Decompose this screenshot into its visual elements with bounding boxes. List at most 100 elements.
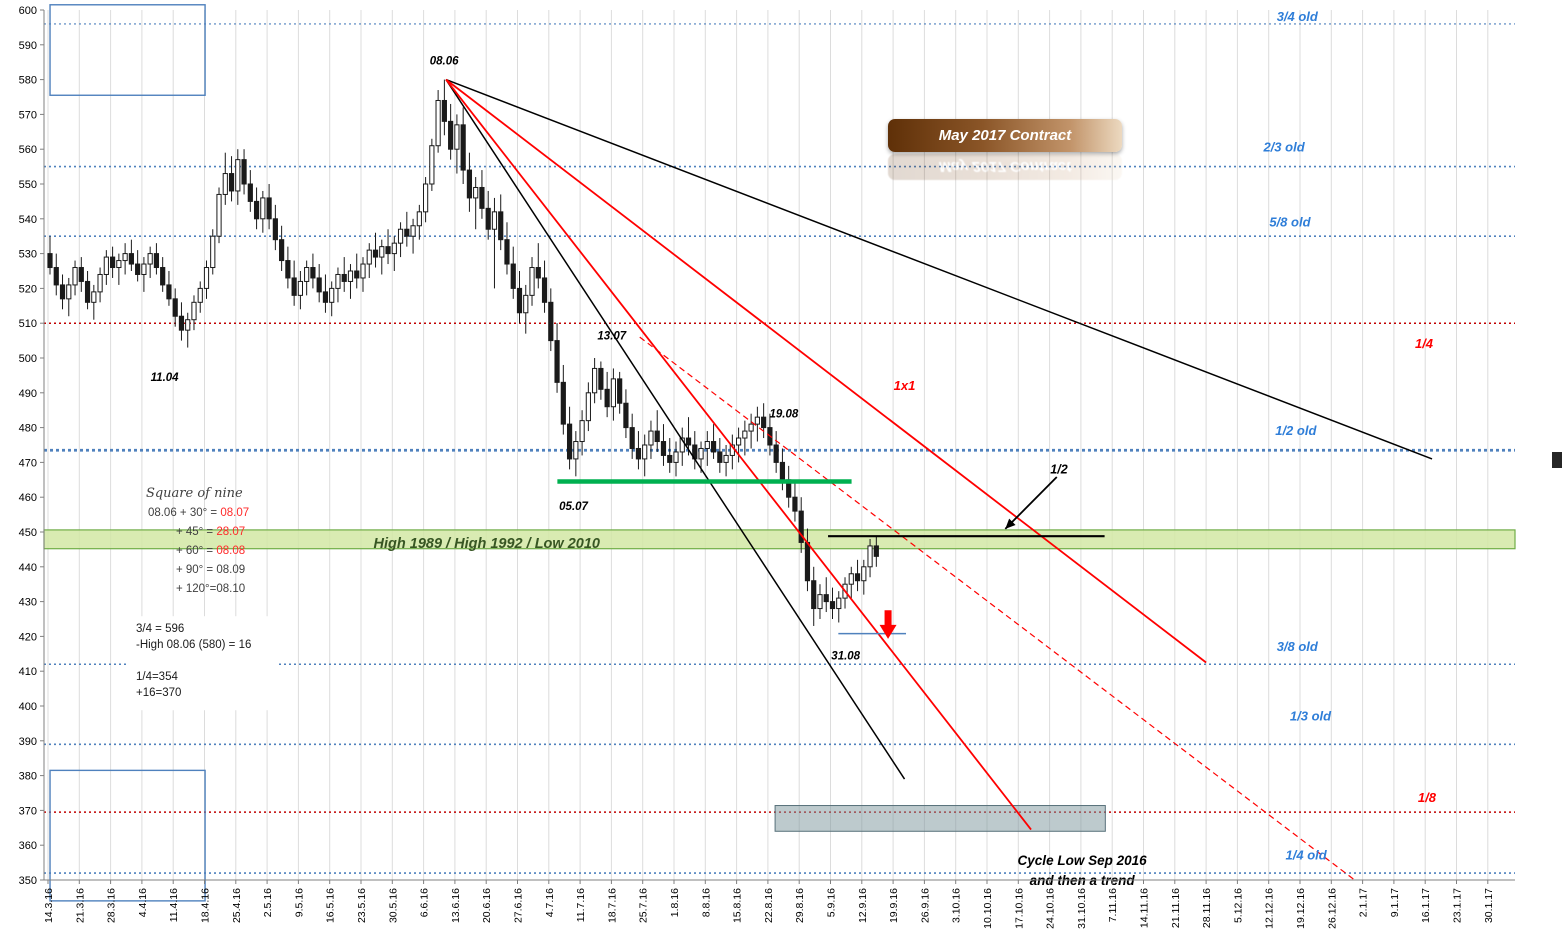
candle-body <box>416 211 422 227</box>
y-tick-label: 440 <box>19 562 37 574</box>
candle-body <box>448 120 454 150</box>
x-tick-label: 11.4.16 <box>168 888 180 922</box>
x-tick-label: 25.4.16 <box>231 888 243 923</box>
candle-body <box>485 207 491 230</box>
candle-body <box>84 280 91 303</box>
x-tick-label: 24.10.16 <box>1045 888 1057 929</box>
candle-body <box>235 159 241 192</box>
candle-body <box>241 159 247 185</box>
candle-body <box>460 124 466 171</box>
x-tick-label: 16.5.16 <box>325 888 337 923</box>
candle-body <box>454 124 460 150</box>
candle-body <box>804 541 811 582</box>
x-tick-label: 21.3.16 <box>74 888 86 923</box>
candle-body <box>172 298 178 317</box>
candle-body <box>817 594 823 610</box>
x-tick-label: 13.6.16 <box>450 888 462 923</box>
candle-body <box>153 253 160 269</box>
hline-label-1-4: 1/4 <box>1415 336 1434 351</box>
candle-body <box>516 287 523 314</box>
y-tick-label: 500 <box>19 353 37 365</box>
candle-body <box>660 441 667 456</box>
red-down-arrow <box>879 610 897 639</box>
x-tick-label: 12.9.16 <box>857 888 869 923</box>
key-level-band <box>43 529 1516 550</box>
candle-body <box>548 301 554 342</box>
half-annotation-arrow <box>1004 476 1058 530</box>
candle-body <box>829 601 836 610</box>
square-of-nine-line: + 45° = 28.07 <box>176 526 245 538</box>
candle-body <box>97 273 103 293</box>
candle-body <box>779 461 786 481</box>
candle-body <box>147 253 153 265</box>
x-tick-label: 19.12.16 <box>1295 888 1307 929</box>
x-tick-label: 2.1.17 <box>1358 888 1370 917</box>
candle-body <box>166 284 172 300</box>
candle-body <box>410 225 416 237</box>
candle-body <box>329 287 335 303</box>
calc-box <box>127 616 276 711</box>
hline-label-1-4-old: 1/4 old <box>1286 848 1328 863</box>
candle-body <box>604 388 610 408</box>
x-tick-label: 29.8.16 <box>794 888 806 923</box>
candle-body <box>854 573 861 582</box>
label-13-07: 13.07 <box>597 330 626 342</box>
candle-body <box>573 441 579 460</box>
fan-black-steep <box>445 79 906 780</box>
x-tick-label: 27.6.16 <box>513 888 525 923</box>
candle-body <box>322 291 329 303</box>
x-tick-label: 20.6.16 <box>481 888 493 923</box>
y-tick-label: 350 <box>19 875 37 887</box>
y-tick-label: 430 <box>19 597 37 609</box>
x-tick-label: 5.12.16 <box>1232 888 1244 923</box>
upper-left-box <box>49 4 206 96</box>
x-tick-label: 8.8.16 <box>700 888 712 917</box>
y-tick-label: 540 <box>19 214 37 226</box>
candle-body <box>185 319 191 331</box>
candle-body <box>498 211 504 241</box>
candle-body <box>297 280 303 296</box>
candle-body <box>648 430 654 446</box>
candle-body <box>372 249 379 258</box>
candle-body <box>541 277 548 303</box>
x-tick-label: 22.8.16 <box>763 888 775 923</box>
y-tick-label: 590 <box>19 40 37 52</box>
candle-body <box>103 256 109 275</box>
candle-body <box>360 263 366 279</box>
x-tick-label: 2.5.16 <box>262 888 274 917</box>
candle-body <box>191 301 197 321</box>
y-tick-label: 490 <box>19 388 37 400</box>
y-tick-label: 410 <box>19 666 37 678</box>
x-tick-label: 17.10.16 <box>1013 888 1025 929</box>
candle-body <box>78 267 84 282</box>
x-tick-label: 28.3.16 <box>106 888 118 923</box>
y-tick-label: 580 <box>19 75 37 87</box>
candle-body <box>203 267 210 289</box>
y-tick-label: 420 <box>19 631 37 643</box>
cycle-low-label: Cycle Low Sep 2016 <box>1018 853 1148 868</box>
y-tick-label: 390 <box>19 736 37 748</box>
candle-body <box>272 218 278 241</box>
candle-body <box>216 193 222 237</box>
label-08-06: 08.06 <box>430 55 459 67</box>
x-tick-label: 4.4.16 <box>137 888 149 917</box>
y-tick-label: 360 <box>19 840 37 852</box>
candle-body <box>723 454 729 463</box>
candle-body <box>792 496 798 512</box>
right-edge-marker[interactable] <box>1552 452 1562 468</box>
x-tick-label: 9.1.17 <box>1389 888 1401 917</box>
candle-body <box>316 277 322 293</box>
contract-banner-reflection: May 2017 Contract <box>888 154 1122 180</box>
candle-body <box>848 573 854 585</box>
candle-body <box>466 169 473 199</box>
lower-left-box <box>49 769 206 902</box>
calc-line: -High 08.06 (580) = 16 <box>136 639 251 651</box>
x-tick-label: 11.7.16 <box>575 888 587 922</box>
candle-body <box>754 416 760 425</box>
candle-body <box>823 594 829 603</box>
candle-body <box>598 367 604 390</box>
x-tick-label: 6.6.16 <box>419 888 431 917</box>
hline-label-2-3-old: 2/3 old <box>1262 139 1305 154</box>
candle-body <box>385 246 391 255</box>
